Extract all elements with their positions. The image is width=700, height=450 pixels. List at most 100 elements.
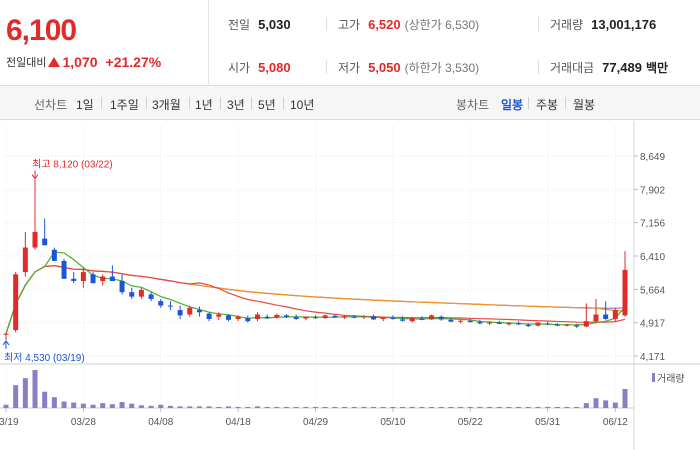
candle-body <box>254 314 260 319</box>
candle-body <box>148 294 154 299</box>
y-tick-label: 8,649 <box>640 152 665 163</box>
chart-background <box>0 121 700 450</box>
candle-body <box>167 305 173 307</box>
volume-bar <box>129 403 135 408</box>
current-price: 6,100 <box>6 14 77 47</box>
candle-body <box>322 315 328 319</box>
volume-legend-label: 거래량 <box>657 373 685 385</box>
chart-axes: 8,649 7,902 7,156 6,410 5,664 4,917 4,171 03/19… <box>0 152 665 428</box>
volume-bar <box>438 406 444 408</box>
divider <box>538 60 539 74</box>
candle-body <box>419 318 425 320</box>
high-value: 6,520 <box>368 17 401 32</box>
volume-value: 13,001,176 <box>591 17 657 32</box>
candle-body <box>313 317 318 319</box>
candle-body <box>535 322 541 326</box>
candle-body <box>177 310 183 316</box>
volume-bar <box>61 401 67 408</box>
candle-body <box>245 318 251 322</box>
volume-bar <box>225 406 231 408</box>
candle-body <box>225 315 231 320</box>
candle-body <box>293 317 299 319</box>
candle-body <box>487 322 493 324</box>
chart-toolbar: 선차트 1일 1주일 3개월 1년 3년 5년 10년 봉차트 일봉 주봉 월봉 <box>0 86 700 120</box>
candle-body <box>574 325 580 327</box>
divider <box>251 97 252 109</box>
volume-bar <box>351 406 357 408</box>
y-tick-label: 4,171 <box>640 352 665 363</box>
candle-body <box>506 322 512 325</box>
volume-bar <box>138 405 144 408</box>
daily-candle-button[interactable]: 일봉 <box>501 98 524 112</box>
candle-body <box>554 324 560 326</box>
open-value: 5,080 <box>258 60 291 75</box>
prev-close-label: 전일 <box>228 18 251 32</box>
candle-body <box>158 301 164 306</box>
candle-body <box>622 269 628 316</box>
lower-limit: (하한가 3,530) <box>404 61 480 75</box>
x-tick-label: 04/18 <box>226 417 251 428</box>
volume-bar <box>119 402 125 408</box>
candle-body <box>564 324 570 326</box>
candle-body <box>467 320 473 323</box>
ma20-line <box>5 264 626 334</box>
monthly-candle-button[interactable]: 월봉 <box>573 98 596 112</box>
candle-body <box>71 278 77 282</box>
candle-body <box>516 323 522 325</box>
divider <box>189 97 190 109</box>
volume-bar <box>409 406 415 408</box>
change-label: 전일대비 <box>6 57 47 69</box>
period-3m-button[interactable]: 3개월 <box>152 98 181 112</box>
volume-bar <box>371 406 377 408</box>
candle-body <box>206 313 212 319</box>
amount-unit: 백만 <box>645 61 669 75</box>
high-stat: 고가 6,520 (상한가 6,530) <box>338 16 479 33</box>
volume-bar <box>516 406 522 408</box>
volume-bar <box>496 406 502 408</box>
high-arrowhead <box>31 174 39 180</box>
candle-body <box>612 310 618 319</box>
volume-bar <box>13 385 19 408</box>
volume-bar <box>100 403 106 408</box>
period-3y-button[interactable]: 3년 <box>227 98 245 112</box>
volume-bar <box>3 404 9 408</box>
candle-body <box>235 316 241 319</box>
open-stat: 시가 5,080 <box>228 59 291 76</box>
low-arrowhead <box>2 340 10 346</box>
volume-bar <box>477 406 483 408</box>
period-1d-button[interactable]: 1일 <box>76 98 94 112</box>
x-tick-label: 06/12 <box>603 417 628 428</box>
change-value: 1,070 <box>62 54 98 70</box>
volume-stat: 거래량 13,001,176 <box>550 16 656 33</box>
period-5y-button[interactable]: 5년 <box>258 98 276 112</box>
candle-body <box>119 281 125 293</box>
period-10y-button[interactable]: 10년 <box>290 98 315 112</box>
x-tick-label: 04/08 <box>148 417 173 428</box>
weekly-candle-button[interactable]: 주봉 <box>536 98 559 112</box>
volume-bar <box>32 370 38 408</box>
volume-label: 거래량 <box>550 18 584 32</box>
y-tick-label: 4,917 <box>640 319 665 330</box>
candle-body <box>90 274 96 284</box>
stock-candle-chart[interactable]: 거래량 8,649 7,902 7,156 6,410 5,664 4,917 4,171 0… <box>0 121 700 450</box>
candle-body <box>274 314 280 318</box>
open-label: 시가 <box>228 61 251 75</box>
volume-bar <box>80 403 86 408</box>
high-annotation: 최고 8,120 (03/22) <box>32 159 113 171</box>
period-1w-button[interactable]: 1주일 <box>110 98 139 112</box>
candle-body <box>3 333 9 335</box>
volume-bar <box>535 406 541 408</box>
x-tick-label: 03/28 <box>71 417 96 428</box>
volume-bar <box>22 378 28 408</box>
period-1y-button[interactable]: 1년 <box>195 98 213 112</box>
price-change-row: 전일대비 1,070 +21.27% <box>6 54 161 70</box>
x-tick-label: 05/31 <box>535 417 560 428</box>
volume-bar <box>622 389 628 408</box>
upper-limit: (상한가 6,530) <box>404 18 480 32</box>
volume-bar <box>42 391 48 408</box>
candle-body <box>448 319 454 322</box>
candle-body <box>32 231 38 248</box>
y-tick-label: 5,664 <box>640 285 665 296</box>
candle-body <box>332 315 338 318</box>
candle-body <box>216 314 222 317</box>
